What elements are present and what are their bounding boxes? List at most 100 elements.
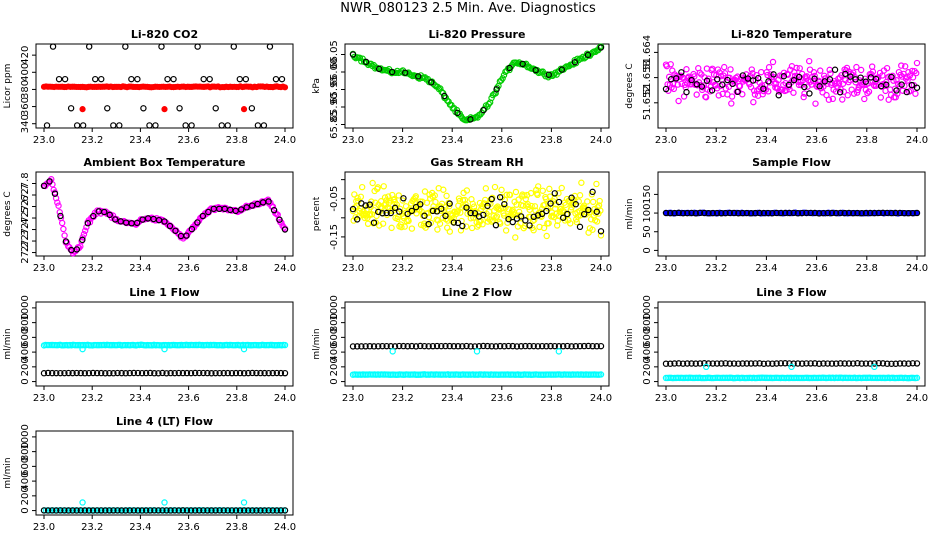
data-point bbox=[206, 75, 213, 83]
data-point bbox=[224, 122, 231, 129]
data-point bbox=[709, 209, 716, 217]
x-tick-label: 23.0 bbox=[342, 263, 364, 274]
data-point bbox=[726, 209, 734, 217]
data-point bbox=[718, 209, 725, 217]
data-point bbox=[546, 72, 553, 79]
data-point bbox=[122, 507, 129, 514]
data-point bbox=[747, 83, 755, 91]
data-point bbox=[713, 209, 721, 217]
data-point bbox=[500, 212, 508, 219]
data-point bbox=[857, 66, 865, 74]
data-point bbox=[865, 88, 873, 95]
data-point bbox=[196, 507, 203, 514]
data-point bbox=[532, 66, 539, 74]
data-point bbox=[450, 342, 458, 350]
data-point bbox=[530, 227, 537, 234]
data-point bbox=[278, 75, 286, 83]
data-point bbox=[913, 209, 921, 217]
data-point bbox=[436, 220, 444, 227]
data-point bbox=[429, 207, 437, 215]
data-point bbox=[446, 200, 453, 207]
data-point bbox=[277, 369, 285, 377]
chart-co2: Li-820 CO2 Licor ppm 23.0 23.2 23.4 23.6 23.8 2… bbox=[3, 28, 296, 146]
data-point bbox=[404, 210, 411, 218]
x-tick-label: 23.8 bbox=[226, 135, 248, 146]
data-point bbox=[463, 187, 471, 194]
data-point bbox=[912, 90, 919, 97]
data-point bbox=[370, 343, 378, 350]
plot-frame bbox=[344, 43, 610, 129]
data-point bbox=[488, 195, 495, 203]
data-point bbox=[354, 216, 361, 223]
data-point bbox=[505, 342, 512, 350]
data-point bbox=[688, 209, 695, 217]
data-point bbox=[509, 218, 516, 226]
data-point bbox=[897, 71, 904, 79]
data-point bbox=[155, 507, 162, 514]
y-tick-label: 51.658 bbox=[642, 60, 653, 95]
data-point bbox=[57, 507, 64, 514]
data-point bbox=[415, 73, 422, 80]
data-point bbox=[777, 209, 785, 217]
data-point bbox=[481, 196, 489, 204]
data-point bbox=[391, 343, 399, 350]
data-point bbox=[888, 360, 895, 367]
data-point bbox=[358, 343, 365, 350]
chart-sample_flow: Sample Flow ml/min 23.0 23.2 23.4 23.6 23.8 24.… bbox=[625, 156, 928, 274]
data-point bbox=[894, 90, 901, 97]
data-point bbox=[558, 66, 566, 73]
data-point bbox=[281, 369, 289, 377]
data-point bbox=[65, 507, 72, 514]
data-point bbox=[892, 360, 899, 367]
data-point bbox=[126, 369, 133, 377]
x-tick-label: 23.4 bbox=[755, 135, 777, 146]
data-point bbox=[555, 348, 563, 355]
y-tick-label: 400 bbox=[329, 343, 340, 362]
y-axis-label: Licor ppm bbox=[3, 64, 13, 109]
data-point bbox=[196, 369, 203, 377]
data-point bbox=[220, 507, 227, 514]
data-point bbox=[844, 92, 851, 99]
data-point bbox=[671, 209, 678, 217]
data-point bbox=[597, 371, 605, 378]
data-point bbox=[675, 97, 682, 105]
data-point bbox=[794, 209, 802, 217]
data-point bbox=[837, 360, 844, 367]
data-point bbox=[545, 220, 552, 227]
data-point bbox=[896, 360, 904, 367]
data-point bbox=[559, 214, 567, 221]
data-point bbox=[166, 222, 174, 230]
data-point bbox=[580, 342, 588, 350]
data-point bbox=[92, 75, 99, 83]
data-point bbox=[463, 116, 470, 124]
data-point bbox=[871, 360, 878, 367]
x-tick-label: 23.4 bbox=[755, 393, 777, 404]
data-point bbox=[93, 369, 101, 377]
data-point bbox=[903, 88, 910, 96]
data-point bbox=[370, 219, 378, 226]
data-point bbox=[755, 74, 762, 82]
data-point bbox=[240, 106, 248, 113]
data-point bbox=[827, 70, 834, 77]
x-tick-label: 23.2 bbox=[391, 393, 413, 404]
x-tick-label: 23.0 bbox=[33, 522, 55, 533]
data-point bbox=[375, 65, 383, 73]
data-point bbox=[708, 87, 716, 94]
data-point bbox=[110, 370, 117, 377]
data-point bbox=[793, 64, 800, 72]
data-point bbox=[187, 369, 195, 377]
data-point bbox=[400, 342, 407, 350]
data-point bbox=[735, 210, 742, 217]
x-tick-label: 23.2 bbox=[81, 263, 103, 274]
y-tick-label: 600 bbox=[20, 328, 31, 347]
data-point bbox=[236, 369, 244, 377]
data-point bbox=[152, 122, 159, 129]
data-point bbox=[854, 360, 861, 367]
data-point bbox=[423, 199, 431, 206]
x-tick-label: 24.0 bbox=[274, 263, 296, 274]
data-point bbox=[893, 77, 900, 84]
data-point bbox=[40, 182, 48, 190]
y-tick-label: 0 bbox=[20, 507, 31, 513]
data-point bbox=[161, 499, 168, 506]
data-point bbox=[857, 74, 864, 81]
